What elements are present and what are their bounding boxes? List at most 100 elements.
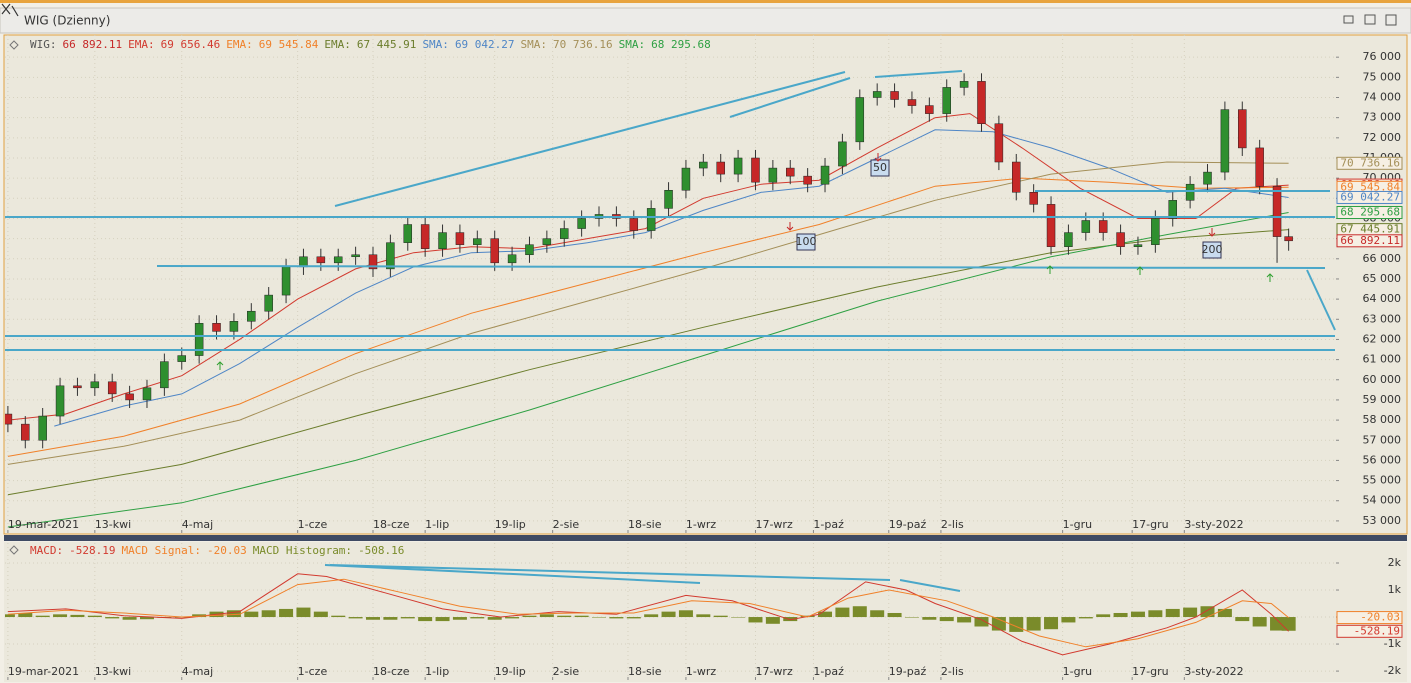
candle-body (1151, 218, 1160, 245)
candle-body (107, 381, 117, 395)
x-tick-label: 2-lis (941, 518, 964, 531)
close-button[interactable] (1385, 14, 1397, 26)
price-panel (3, 34, 1408, 535)
y-tick-label: 55 000 (1363, 474, 1402, 487)
indicator-line (7, 161, 1289, 465)
histogram-bar (818, 611, 833, 618)
histogram-bar (105, 617, 120, 619)
x-tick-label: 1-gru (1063, 665, 1092, 678)
histogram-bar (1026, 617, 1041, 631)
indicator-line (7, 113, 1289, 421)
y-tick-label: -2k (1384, 664, 1402, 677)
histogram-bar (835, 607, 850, 618)
x-tick-label: 1-paź (813, 665, 844, 678)
candle-body (664, 189, 673, 209)
candle-body (386, 242, 395, 270)
y-tick-label: 53 000 (1363, 514, 1402, 527)
candle-body (5, 413, 13, 425)
y-tick-label: 63 000 (1363, 312, 1402, 325)
histogram-bar (574, 615, 589, 618)
candle-body (699, 161, 708, 169)
candle-body (994, 123, 1004, 163)
y-tick-label: 57 000 (1363, 433, 1402, 446)
candle-body (1185, 183, 1195, 201)
support-line (156, 265, 1326, 269)
histogram-bar (1217, 608, 1232, 618)
candle-body (264, 294, 273, 312)
window-title: WIG (Dzienny) (24, 14, 110, 28)
histogram-bar (1078, 617, 1093, 619)
value-badge (1336, 611, 1403, 625)
histogram-bar (87, 615, 102, 618)
minimize-button[interactable] (1343, 15, 1354, 24)
histogram-bar (139, 617, 154, 620)
candle-body (194, 323, 204, 356)
legend-text: -528.19 (69, 544, 115, 557)
y-tick-label: 74 000 (1363, 91, 1402, 104)
legend-text: SMA: (422, 38, 449, 51)
restore-button[interactable] (1364, 14, 1376, 25)
candle-body (1029, 192, 1038, 205)
x-tick-label: 2-sie (553, 518, 580, 531)
histogram-bar (1113, 612, 1128, 618)
candle-body (368, 254, 378, 270)
histogram-bar (418, 617, 433, 622)
candle-body (525, 244, 534, 256)
indicator-line (7, 229, 1289, 496)
legend-text: MACD: (30, 544, 63, 557)
trend-line (729, 77, 851, 118)
value-badge (1336, 190, 1403, 204)
histogram-bar (609, 617, 624, 619)
candle-body (212, 323, 221, 332)
indicator-line (7, 212, 1289, 528)
candle-body (768, 167, 778, 183)
y-tick-label: 64 000 (1363, 292, 1402, 305)
candle-body (316, 256, 326, 264)
candle-body (681, 167, 691, 191)
panel-handle[interactable] (9, 40, 19, 555)
histogram-bar (18, 612, 33, 618)
histogram-bar (731, 617, 746, 618)
histogram-bar (783, 617, 798, 622)
legend-text: MACD Histogram: (253, 544, 352, 557)
value-badge-label: 68 295.68 (1340, 206, 1400, 219)
histogram-bar (313, 611, 328, 618)
y-tick-label: 54 000 (1363, 494, 1402, 507)
legend-text: EMA: (128, 38, 155, 51)
candle-body (473, 238, 482, 245)
histogram-bar (35, 615, 50, 618)
x-tick-label: 19-mar-2021 (8, 518, 79, 531)
x-tick-label: 2-lis (941, 665, 964, 678)
histogram-bar (70, 614, 85, 618)
x-tick-label: 1-cze (298, 518, 328, 531)
histogram-bar (470, 617, 485, 619)
histogram-bar (261, 610, 276, 618)
y-tick-label: 65 000 (1363, 272, 1402, 285)
histogram-bar (279, 608, 294, 618)
histogram-bar (383, 617, 398, 620)
legend-text: SMA: (521, 38, 548, 51)
candle-body (1238, 109, 1247, 149)
window-top-border (0, 0, 1411, 3)
histogram-bar (53, 614, 68, 618)
price-chart: 53 000 54 000 55 000 56 000 57 000 58 000 59 0… (5, 35, 1403, 533)
cursor-icon (1, 3, 19, 17)
value-badge-label: 70 736.16 (1340, 156, 1400, 169)
marker-box (796, 233, 816, 251)
histogram-bar (957, 617, 972, 623)
x-tick-label: 17-wrz (755, 518, 792, 531)
value-badge-label: 69 545.84 (1340, 180, 1400, 193)
x-tick-label: 4-maj (182, 518, 213, 531)
histogram-bar (522, 615, 537, 618)
panel-separator (4, 535, 1407, 541)
trend-drawings (5, 70, 1336, 592)
candle-body (1220, 109, 1230, 173)
histogram-bar (696, 614, 711, 618)
candle-body (1133, 244, 1143, 247)
x-tick-label: 19-paź (889, 665, 927, 678)
candle-body (733, 157, 743, 175)
histogram-bar (226, 610, 241, 618)
histogram-bar (922, 617, 937, 620)
histogram-bar (539, 614, 554, 618)
